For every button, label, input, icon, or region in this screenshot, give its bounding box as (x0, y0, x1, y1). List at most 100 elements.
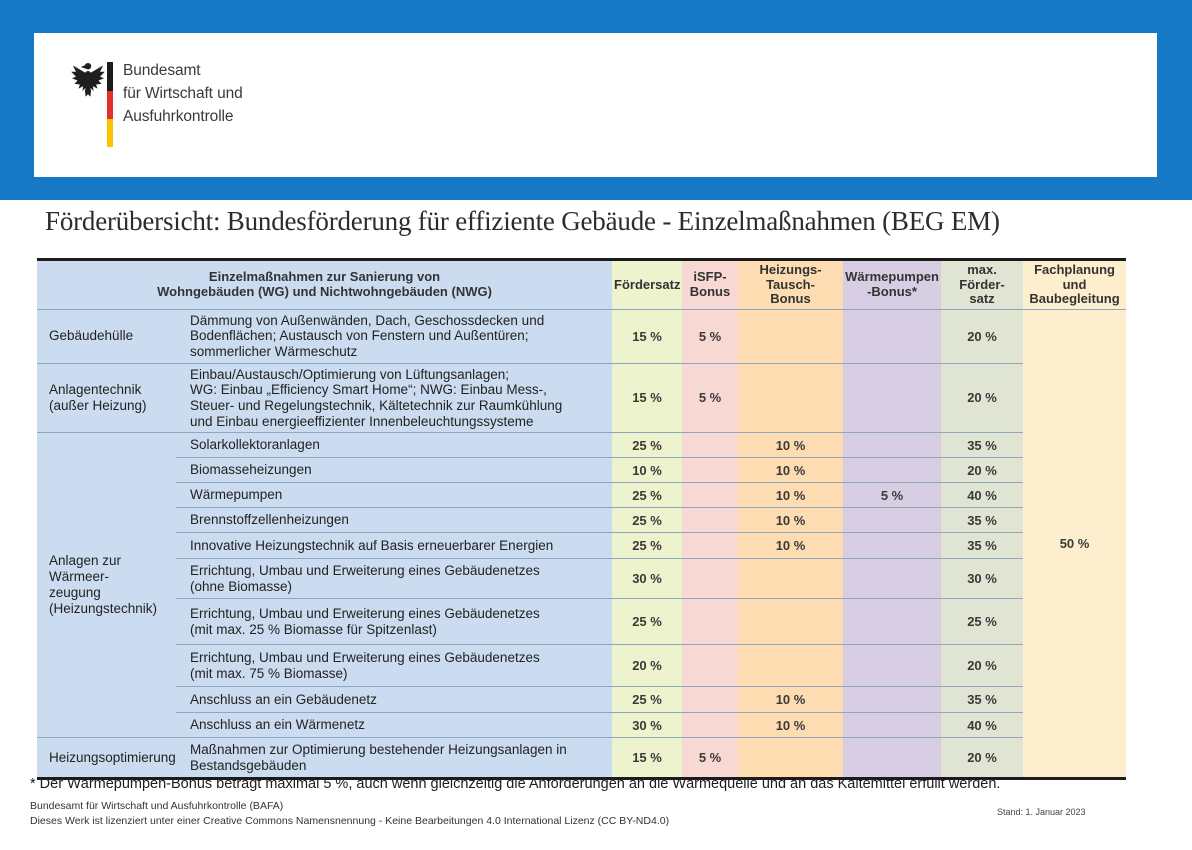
isfp-value-cell: 5 % (698, 750, 722, 766)
table-row: Heizungsoptimierung Maßnahmen zur Optimie… (37, 737, 1127, 779)
col-header-fachplanung: Fachplanung und Baubegleitung (1029, 262, 1120, 307)
waermepumpen-value-cell (843, 433, 941, 458)
bundesadler-eagle-icon (71, 63, 105, 97)
foerdersatz-value-cell: 30 % (632, 717, 662, 733)
max-value-cell: 20 % (967, 658, 997, 674)
isfp-value-cell (682, 599, 738, 645)
waermepumpen-value-cell (843, 687, 941, 713)
isfp-value-cell: 5 % (698, 328, 722, 344)
foerdersatz-value-cell: 15 % (632, 328, 662, 344)
tausch-value-cell: 10 % (775, 538, 806, 554)
waermepumpen-value-cell (843, 363, 941, 433)
table-row: Anschluss an ein Wärmenetz 30 % 10 % 40 % (37, 712, 1127, 738)
measure-cell: Errichtung, Umbau und Erweiterung eines … (190, 606, 540, 637)
tausch-value-cell: 10 % (775, 692, 806, 708)
table-header-row: Einzelmaßnahmen zur Sanierung von Wohnge… (37, 260, 1127, 310)
funding-table: Einzelmaßnahmen zur Sanierung von Wohnge… (37, 258, 1127, 781)
tausch-value-cell (738, 309, 843, 363)
category-cell: Anlagentechnik (außer Heizung) (49, 381, 147, 413)
col-header-foerdersatz: Fördersatz (614, 276, 681, 292)
foerdersatz-value-cell: 25 % (632, 512, 662, 528)
footer-license: Dieses Werk ist lizenziert unter einer C… (30, 815, 670, 827)
waermepumpen-value-cell (843, 645, 941, 687)
max-value-cell: 20 % (967, 390, 997, 406)
max-value-cell: 35 % (967, 437, 997, 453)
max-value-cell: 20 % (967, 462, 997, 478)
org-name: Bundesamt für Wirtschaft und Ausfuhrkont… (123, 62, 243, 125)
max-value-cell: 35 % (967, 692, 997, 708)
tausch-value-cell (738, 645, 843, 687)
col-header-measures: Einzelmaßnahmen zur Sanierung von Wohnge… (157, 269, 492, 299)
bafa-logo-box: Bundesamt für Wirtschaft und Ausfuhrkont… (34, 33, 1157, 177)
stand-date: Stand: 1. Januar 2023 (997, 807, 1086, 817)
isfp-value-cell (682, 559, 738, 599)
foerdersatz-value-cell: 20 % (632, 658, 662, 674)
isfp-value-cell (682, 483, 738, 508)
waermepumpen-value-cell (843, 458, 941, 483)
footnote: * Der Wärmepumpen-Bonus beträgt maximal … (30, 776, 1001, 792)
measure-cell: Dämmung von Außenwänden, Dach, Geschossd… (190, 312, 545, 359)
waermepumpen-value-cell (843, 309, 941, 363)
max-value-cell: 20 % (967, 328, 997, 344)
foerdersatz-value-cell: 25 % (632, 538, 662, 554)
page-title: Förderübersicht: Bundesförderung für eff… (45, 206, 1000, 236)
table-row: Errichtung, Umbau und Erweiterung eines … (37, 598, 1127, 645)
tausch-value-cell: 10 % (775, 512, 806, 528)
tausch-value-cell: 10 % (775, 437, 806, 453)
waermepumpen-value-cell (843, 599, 941, 645)
measure-cell: Brennstoffzellenheizungen (190, 512, 349, 528)
german-flag-stripe (107, 62, 113, 147)
measure-cell: Innovative Heizungstechnik auf Basis ern… (190, 537, 554, 553)
max-value-cell: 40 % (967, 717, 997, 733)
top-blue-band: Bundesamt für Wirtschaft und Ausfuhrkont… (0, 0, 1192, 200)
max-value-cell: 35 % (967, 512, 997, 528)
table-row: Anlagen zur Wärmeer- zeugung (Heizungste… (37, 432, 1127, 616)
table-row: Wärmepumpen 25 % 10 % 5 % 40 % (37, 482, 1127, 508)
table-row: Errichtung, Umbau und Erweiterung eines … (37, 644, 1127, 687)
col-header-waermepumpen-bonus: Wärmepumpen -Bonus* (845, 269, 939, 299)
waermepumpen-value-cell (843, 738, 941, 779)
measure-cell: Anschluss an ein Gebäudenetz (190, 691, 377, 707)
isfp-value-cell (682, 508, 738, 533)
isfp-value-cell (682, 687, 738, 713)
foerdersatz-value-cell: 25 % (632, 437, 662, 453)
fachplanung-value-cell: 50 % (1059, 535, 1090, 551)
max-value-cell: 35 % (967, 538, 997, 554)
isfp-value-cell (682, 433, 738, 458)
foerdersatz-value-cell: 10 % (632, 462, 662, 478)
measure-cell: Wärmepumpen (190, 487, 283, 503)
foerdersatz-value-cell: 25 % (632, 614, 662, 630)
foerdersatz-value-cell: 25 % (632, 692, 662, 708)
waermepumpen-value-cell (843, 508, 941, 533)
isfp-value-cell (682, 713, 738, 738)
tausch-value-cell: 10 % (775, 462, 806, 478)
measure-cell: Errichtung, Umbau und Erweiterung eines … (190, 563, 540, 594)
measure-cell: Anschluss an ein Wärmenetz (190, 717, 365, 733)
category-cell: Heizungsoptimierung (49, 749, 176, 765)
waermepumpen-value-cell (843, 533, 941, 559)
tausch-value-cell (738, 363, 843, 433)
table-row: Anschluss an ein Gebäudenetz 25 % 10 % 35 % (37, 686, 1127, 713)
table-row: Errichtung, Umbau und Erweiterung eines … (37, 558, 1127, 599)
isfp-value-cell (682, 533, 738, 559)
footer-publisher: Bundesamt für Wirtschaft und Ausfuhrkont… (30, 800, 284, 812)
tausch-value-cell (738, 599, 843, 645)
max-value-cell: 30 % (967, 571, 997, 587)
measure-cell: Maßnahmen zur Optimierung bestehender He… (190, 742, 567, 773)
tausch-value-cell: 10 % (775, 487, 806, 503)
measure-cell: Einbau/Austausch/Optimierung von Lüftung… (190, 366, 563, 429)
waermepumpen-value-cell: 5 % (880, 487, 904, 503)
tausch-value-cell (738, 559, 843, 599)
category-cell: Anlagen zur Wärmeer- zeugung (Heizungste… (49, 552, 158, 617)
max-value-cell: 25 % (967, 614, 997, 630)
col-header-isfp-bonus: iSFP- Bonus (689, 269, 731, 299)
table-row: Brennstoffzellenheizungen 25 % 10 % 35 % (37, 507, 1127, 533)
table-row: Biomasseheizungen 10 % 10 % 20 % (37, 457, 1127, 483)
table-row: Innovative Heizungstechnik auf Basis ern… (37, 532, 1127, 559)
waermepumpen-value-cell (843, 559, 941, 599)
table-row: Anlagentechnik (außer Heizung) Einbau/Aus… (37, 363, 1127, 433)
measure-cell: Biomasseheizungen (190, 462, 312, 478)
foerdersatz-value-cell: 15 % (632, 750, 662, 766)
waermepumpen-value-cell (843, 713, 941, 738)
